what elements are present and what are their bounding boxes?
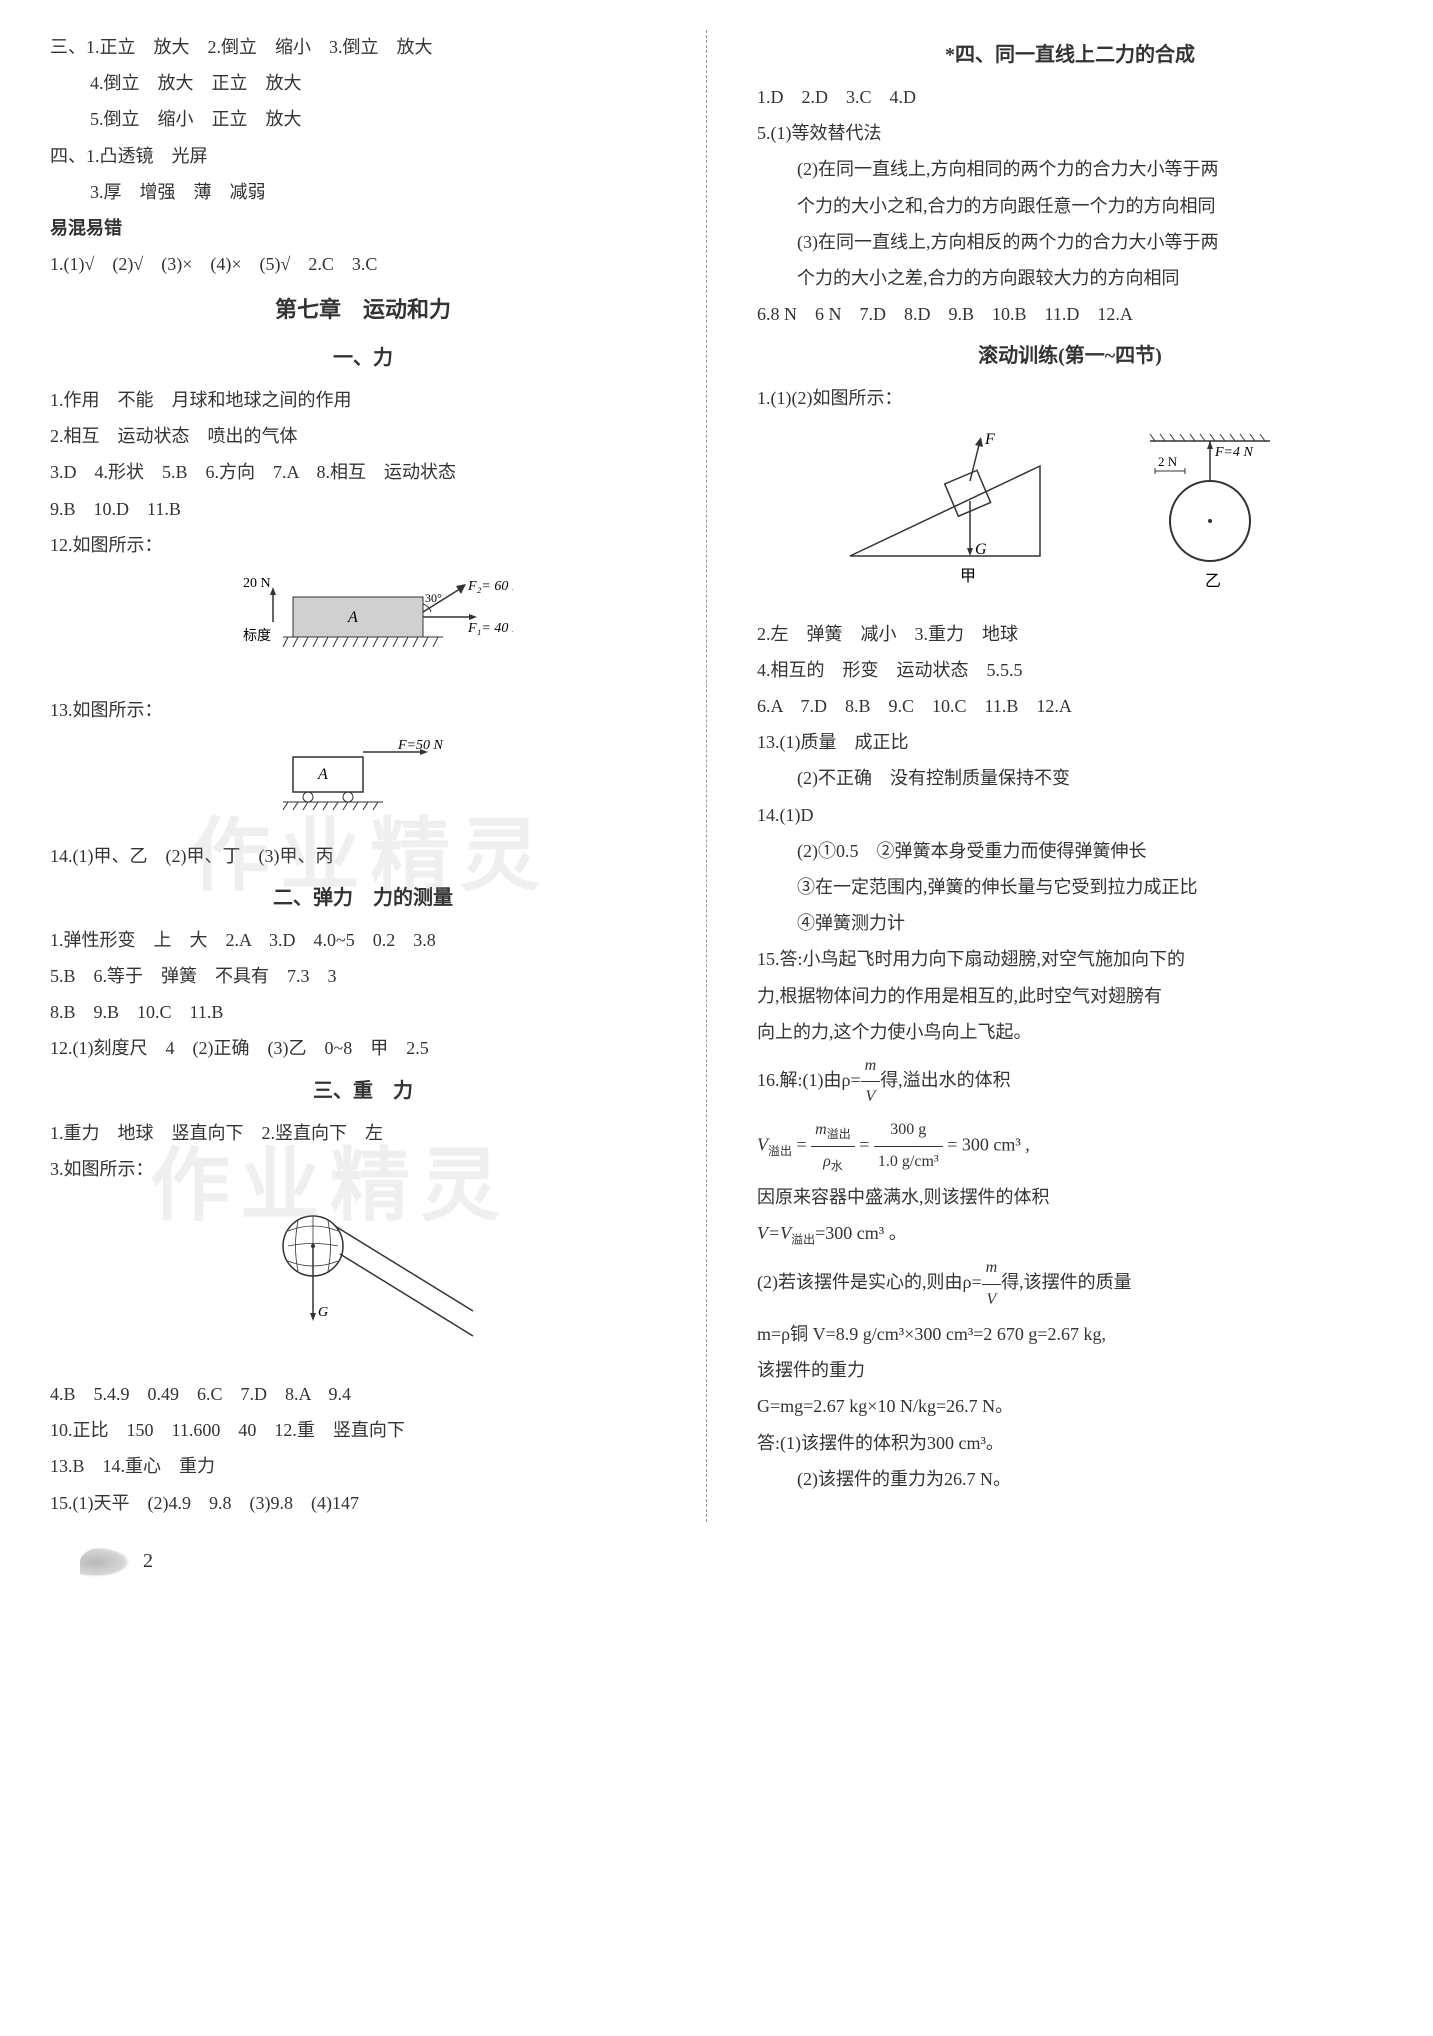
- fig-label: 乙: [1205, 573, 1221, 590]
- figure-13: A F=50 N: [50, 737, 676, 828]
- right-column: *四、同一直线上二力的合成 1.D 2.D 3.C 4.D 5.(1)等效替代法…: [747, 30, 1383, 1522]
- fig-label: 20 N: [243, 576, 271, 591]
- formula-line: 16.解:(1)由ρ=mV得,溢出水的体积: [757, 1051, 1383, 1113]
- text-line: 2.左 弹簧 减小 3.重力 地球: [757, 617, 1383, 651]
- text-line: 3.如图所示：: [50, 1152, 676, 1186]
- text-line: 1.作用 不能 月球和地球之间的作用: [50, 383, 676, 417]
- text-line: (3)在同一直线上,方向相反的两个力的合力大小等于两: [757, 225, 1383, 259]
- heading: 易混易错: [50, 211, 676, 245]
- text-line: 14.(1)甲、乙 (2)甲、丁 (3)甲、丙: [50, 839, 676, 873]
- text-line: 个力的大小之和,合力的方向跟任意一个力的方向相同: [757, 189, 1383, 223]
- fig-label: 标度: [243, 628, 271, 644]
- text-line: ③在一定范围内,弹簧的伸长量与它受到拉力成正比: [757, 870, 1383, 904]
- text-line: 12.如图所示：: [50, 528, 676, 562]
- text-line: ④弹簧测力计: [757, 906, 1383, 940]
- fig-label: G: [318, 1305, 328, 1320]
- fig-label: 甲: [960, 568, 976, 585]
- section-title: *四、同一直线上二力的合成: [757, 36, 1383, 74]
- text-line: 13.(1)质量 成正比: [757, 725, 1383, 759]
- text-line: 该摆件的重力: [757, 1353, 1383, 1387]
- section-title: 滚动训练(第一~四节): [757, 337, 1383, 375]
- page-number: 2: [143, 1550, 153, 1572]
- figure-rolling: F G 甲 F=4 N 2 N 乙: [757, 426, 1383, 607]
- text-line: 13.如图所示：: [50, 693, 676, 727]
- text-line: 4.B 5.4.9 0.49 6.C 7.D 8.A 9.4: [50, 1377, 676, 1411]
- formula-line: V=V溢出=300 cm³ 。: [757, 1216, 1383, 1251]
- text-line: 向上的力,这个力使小鸟向上飞起。: [757, 1015, 1383, 1049]
- text-line: 2.相互 运动状态 喷出的气体: [50, 419, 676, 453]
- text-line: 13.B 14.重心 重力: [50, 1449, 676, 1483]
- text-line: 答:(1)该摆件的体积为300 cm³。: [757, 1426, 1383, 1460]
- text-line: 三、1.正立 放大 2.倒立 缩小 3.倒立 放大: [50, 30, 676, 64]
- text-line: 6.8 N 6 N 7.D 8.D 9.B 10.B 11.D 12.A: [757, 297, 1383, 331]
- leaf-icon: [80, 1547, 130, 1577]
- text-line: 15.答:小鸟起飞时用力向下扇动翅膀,对空气施加向下的: [757, 942, 1383, 976]
- text-line: 因原来容器中盛满水,则该摆件的体积: [757, 1180, 1383, 1214]
- text-line: 1.(1)(2)如图所示：: [757, 381, 1383, 415]
- text-line: 5.B 6.等于 弹簧 不具有 7.3 3: [50, 959, 676, 993]
- fig-label: 30°: [425, 591, 442, 605]
- text-line: 1.D 2.D 3.C 4.D: [757, 80, 1383, 114]
- left-column: 三、1.正立 放大 2.倒立 缩小 3.倒立 放大 4.倒立 放大 正立 放大 …: [50, 30, 707, 1522]
- fig-label: F₂= 60 N: [467, 579, 513, 594]
- text-line: 10.正比 150 11.600 40 12.重 竖直向下: [50, 1413, 676, 1447]
- text-line: 5.(1)等效替代法: [757, 116, 1383, 150]
- chapter-title: 第七章 运动和力: [50, 289, 676, 331]
- figure-gravity: G: [50, 1196, 676, 1367]
- text-line: 1.弹性形变 上 大 2.A 3.D 4.0~5 0.2 3.8: [50, 923, 676, 957]
- fig-label: A: [317, 766, 328, 783]
- text-line: 个力的大小之差,合力的方向跟较大力的方向相同: [757, 261, 1383, 295]
- text-line: 9.B 10.D 11.B: [50, 492, 676, 526]
- text-line: 5.倒立 缩小 正立 放大: [50, 102, 676, 136]
- text-line: 12.(1)刻度尺 4 (2)正确 (3)乙 0~8 甲 2.5: [50, 1031, 676, 1065]
- text-line: 1.(1)√ (2)√ (3)× (4)× (5)√ 2.C 3.C: [50, 247, 676, 281]
- text-line: (2)该摆件的重力为26.7 N。: [757, 1462, 1383, 1496]
- text-line: 6.A 7.D 8.B 9.C 10.C 11.B 12.A: [757, 689, 1383, 723]
- section-title: 一、力: [50, 339, 676, 377]
- fig-label: F=50 N: [397, 738, 443, 753]
- text-line: 8.B 9.B 10.C 11.B: [50, 995, 676, 1029]
- fig-label: F: [984, 431, 995, 448]
- text-line: 15.(1)天平 (2)4.9 9.8 (3)9.8 (4)147: [50, 1486, 676, 1520]
- text-line: 四、1.凸透镜 光屏: [50, 139, 676, 173]
- fig-label: F=4 N: [1214, 445, 1253, 460]
- text-line: m=ρ铜 V=8.9 g/cm³×300 cm³=2 670 g=2.67 kg…: [757, 1317, 1383, 1351]
- fig-label: A: [347, 609, 358, 626]
- text-line: 3.D 4.形状 5.B 6.方向 7.A 8.相互 运动状态: [50, 455, 676, 489]
- figure-12: 20 N 标度 A 30° F₂= 60 N F₁= 40 N: [50, 572, 676, 683]
- formula-line: V溢出 = m溢出ρ水 = 300 g1.0 g/cm³ = 300 cm³ ,: [757, 1115, 1383, 1178]
- text-line: G=mg=2.67 kg×10 N/kg=26.7 N。: [757, 1389, 1383, 1423]
- text-line: (2)在同一直线上,方向相同的两个力的合力大小等于两: [757, 152, 1383, 186]
- page-number-badge: 2: [50, 1542, 1383, 1580]
- text-line: 4.倒立 放大 正立 放大: [50, 66, 676, 100]
- text-line: 14.(1)D: [757, 798, 1383, 832]
- text-line: 3.厚 增强 薄 减弱: [50, 175, 676, 209]
- text-line: 力,根据物体间力的作用是相互的,此时空气对翅膀有: [757, 979, 1383, 1013]
- text-line: 1.重力 地球 竖直向下 2.竖直向下 左: [50, 1116, 676, 1150]
- text-line: (2)①0.5 ②弹簧本身受重力而使得弹簧伸长: [757, 834, 1383, 868]
- section-title: 二、弹力 力的测量: [50, 879, 676, 917]
- text-line: (2)不正确 没有控制质量保持不变: [757, 761, 1383, 795]
- formula-line: (2)若该摆件是实心的,则由ρ=mV得,该摆件的质量: [757, 1253, 1383, 1315]
- fig-label: G: [975, 541, 987, 558]
- fig-label: 2 N: [1158, 454, 1178, 469]
- section-title: 三、重 力: [50, 1072, 676, 1110]
- text-line: 4.相互的 形变 运动状态 5.5.5: [757, 653, 1383, 687]
- fig-label: F₁= 40 N: [467, 621, 513, 636]
